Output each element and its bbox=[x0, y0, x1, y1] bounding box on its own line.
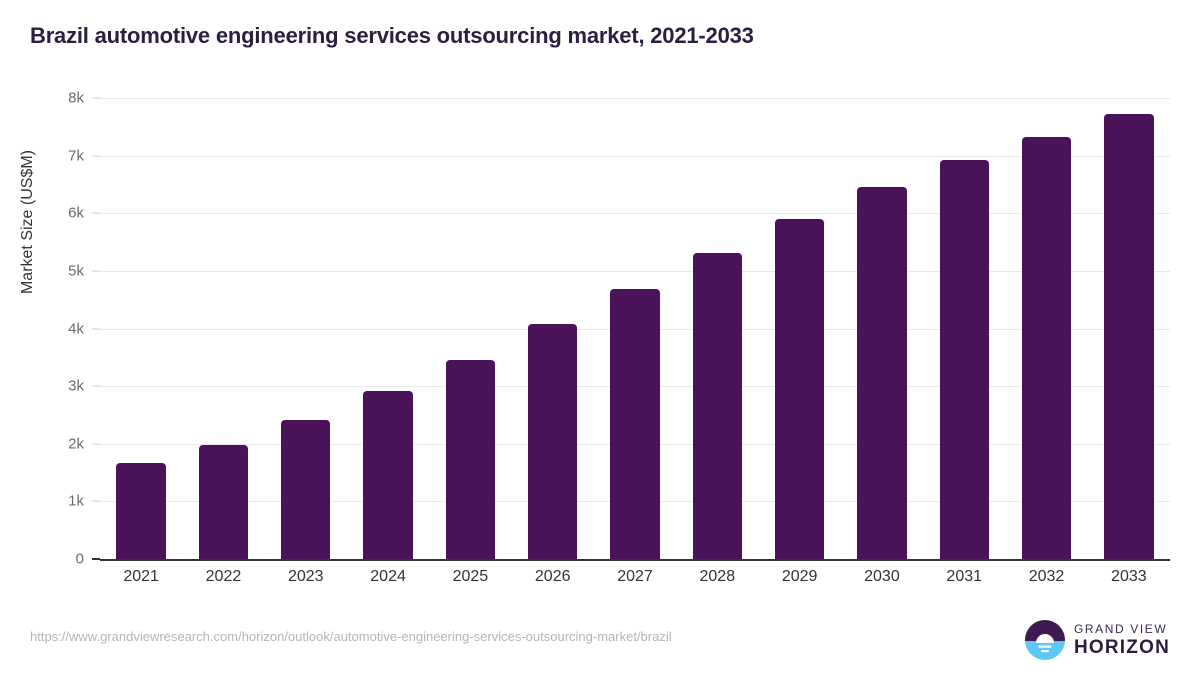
x-tick-label: 2022 bbox=[205, 568, 242, 585]
y-tick-label: 5k bbox=[68, 262, 84, 280]
gridline bbox=[100, 155, 1170, 157]
bar[interactable] bbox=[363, 391, 413, 559]
y-axis-ticks: 0 1k 2k 3k 4k 5k 6k 7k 8k bbox=[22, 90, 100, 568]
brand-name-primary: GRAND VIEW bbox=[1073, 622, 1168, 636]
y-tick-label: 8k bbox=[68, 89, 84, 107]
x-tick-label: 2031 bbox=[946, 568, 983, 585]
y-tick-mark bbox=[92, 328, 100, 329]
bar[interactable] bbox=[281, 419, 331, 559]
bar[interactable] bbox=[528, 323, 578, 559]
x-tick-label: 2026 bbox=[534, 568, 571, 585]
x-tick-label: 2028 bbox=[699, 568, 736, 585]
plot-area bbox=[100, 98, 1170, 559]
y-tick-label: 2k bbox=[68, 435, 84, 453]
y-tick-label: 4k bbox=[68, 320, 84, 337]
y-tick-label: 6k bbox=[68, 204, 84, 222]
source-url[interactable]: https://www.grandviewresearch.com/horizo… bbox=[30, 629, 672, 644]
y-tick-mark bbox=[92, 270, 100, 272]
gridline bbox=[100, 213, 1170, 215]
x-tick-label: 2021 bbox=[123, 568, 159, 585]
y-tick-label: 7k bbox=[68, 147, 84, 165]
y-tick-mark bbox=[92, 212, 100, 214]
x-tick-label: 2023 bbox=[287, 568, 324, 585]
brand-text: GRAND VIEW HORIZON bbox=[1074, 623, 1170, 657]
x-tick-label: 2032 bbox=[1028, 568, 1065, 585]
y-tick-mark bbox=[92, 97, 100, 99]
y-tick-mark bbox=[92, 443, 100, 445]
x-tick-label: 2033 bbox=[1111, 568, 1147, 585]
page-title: Brazil automotive engineering services o… bbox=[30, 23, 754, 48]
brand-logo: GRAND VIEW HORIZON bbox=[1024, 620, 1170, 660]
x-tick-label: 2024 bbox=[370, 568, 406, 585]
bar[interactable] bbox=[692, 253, 742, 559]
bar[interactable] bbox=[857, 186, 907, 559]
bar[interactable] bbox=[774, 219, 825, 559]
x-tick-label: 2030 bbox=[864, 568, 900, 585]
bar[interactable] bbox=[116, 462, 166, 559]
bar[interactable] bbox=[1104, 114, 1154, 559]
bar[interactable] bbox=[445, 359, 496, 559]
y-tick-mark bbox=[92, 385, 100, 387]
bar[interactable] bbox=[610, 288, 660, 559]
x-tick-label: 2025 bbox=[452, 568, 489, 585]
y-tick-label: 3k bbox=[68, 377, 84, 395]
gridline bbox=[100, 98, 1170, 99]
brand-name-secondary: HORIZON bbox=[1073, 637, 1170, 658]
x-tick-label: 2027 bbox=[617, 568, 653, 585]
x-tick-label: 2029 bbox=[781, 568, 818, 585]
y-tick-label: 0 bbox=[75, 550, 84, 568]
y-tick-mark bbox=[92, 558, 100, 560]
y-tick-mark bbox=[92, 500, 100, 502]
x-axis-ticks: 2021 2022 2023 2024 2025 2026 2027 2028 2029 2030… bbox=[100, 568, 1170, 594]
bar[interactable] bbox=[198, 445, 249, 559]
gridline bbox=[100, 270, 1170, 272]
bar[interactable] bbox=[939, 160, 989, 559]
horizon-sunrise-icon bbox=[1024, 620, 1065, 660]
bar[interactable] bbox=[1021, 136, 1072, 559]
y-tick-mark bbox=[92, 155, 100, 157]
y-tick-label: 1k bbox=[68, 492, 84, 510]
y-axis-label: Market Size (US$M) bbox=[19, 149, 36, 295]
x-axis-line bbox=[100, 559, 1170, 561]
